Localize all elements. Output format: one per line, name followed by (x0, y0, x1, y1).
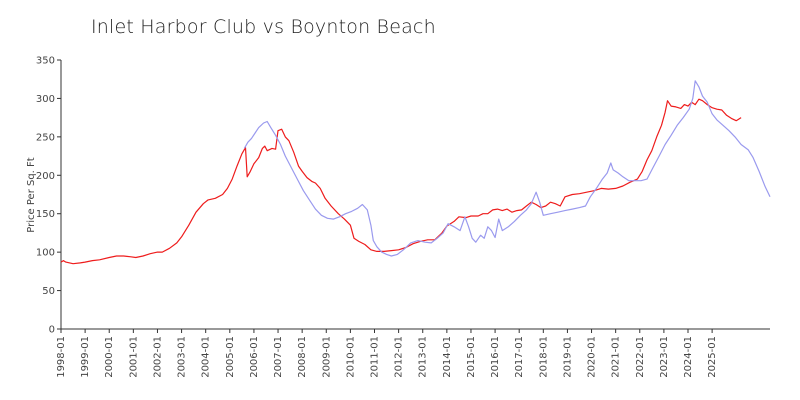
x-tick-label: 2012-01 (394, 336, 405, 378)
x-tick-label: 1998-01 (56, 336, 67, 378)
y-tick-label: 350 (36, 56, 55, 67)
y-tick-label: 300 (36, 94, 55, 105)
x-tick-label: 2004-01 (201, 336, 212, 378)
axes (60, 60, 770, 330)
x-tick-label: 2015-01 (466, 336, 477, 378)
x-tick-label: 2002-01 (152, 336, 163, 378)
x-tick-label: 2009-01 (321, 336, 332, 378)
y-tick-label: 0 (49, 325, 55, 336)
series-line-2 (243, 80, 771, 257)
x-tick-label: 2019-01 (562, 336, 573, 378)
x-tick-label: 2021-01 (611, 336, 622, 378)
x-tick-label: 2006-01 (249, 336, 260, 378)
x-tick-label: 2003-01 (177, 336, 188, 378)
y-tick-label: 200 (36, 171, 55, 182)
series-layer (60, 80, 771, 265)
x-tick-label: 1999-01 (80, 336, 91, 378)
x-tick-label: 2001-01 (128, 336, 139, 378)
x-tick-label: 2013-01 (418, 336, 429, 378)
x-tick-label: 2024-01 (683, 336, 694, 378)
x-tick-label: 2008-01 (297, 336, 308, 378)
x-tick-label: 2005-01 (225, 336, 236, 378)
x-tick-label: 2010-01 (345, 336, 356, 378)
chart-title: Inlet Harbor Club vs Boynton Beach (91, 16, 436, 38)
x-tick-label: 2011-01 (370, 336, 381, 378)
y-tick-label: 100 (36, 248, 55, 259)
x-tick-label: 2022-01 (635, 336, 646, 378)
x-tick-label: 2025-01 (707, 336, 718, 378)
x-tick-label: 2017-01 (514, 336, 525, 378)
x-tick-label: 2016-01 (490, 336, 501, 378)
y-axis-label: Price Per Sq. Ft (26, 157, 37, 232)
x-tick-label: 2014-01 (442, 336, 453, 378)
x-tick-label: 2000-01 (104, 336, 115, 378)
y-ticks: 0 50 100 150 200 250 300 350 (36, 56, 61, 336)
x-tick-label: 2018-01 (538, 336, 549, 378)
x-ticks: 1998-01 1999-01 2000-01 2001-01 2002-01 2003-… (56, 329, 718, 378)
y-tick-label: 150 (36, 209, 55, 220)
y-tick-label: 50 (42, 286, 55, 297)
x-tick-label: 2023-01 (659, 336, 670, 378)
x-tick-label: 2007-01 (273, 336, 284, 378)
series-line-1 (60, 98, 742, 265)
y-tick-label: 250 (36, 132, 55, 143)
x-tick-label: 2020-01 (587, 336, 598, 378)
